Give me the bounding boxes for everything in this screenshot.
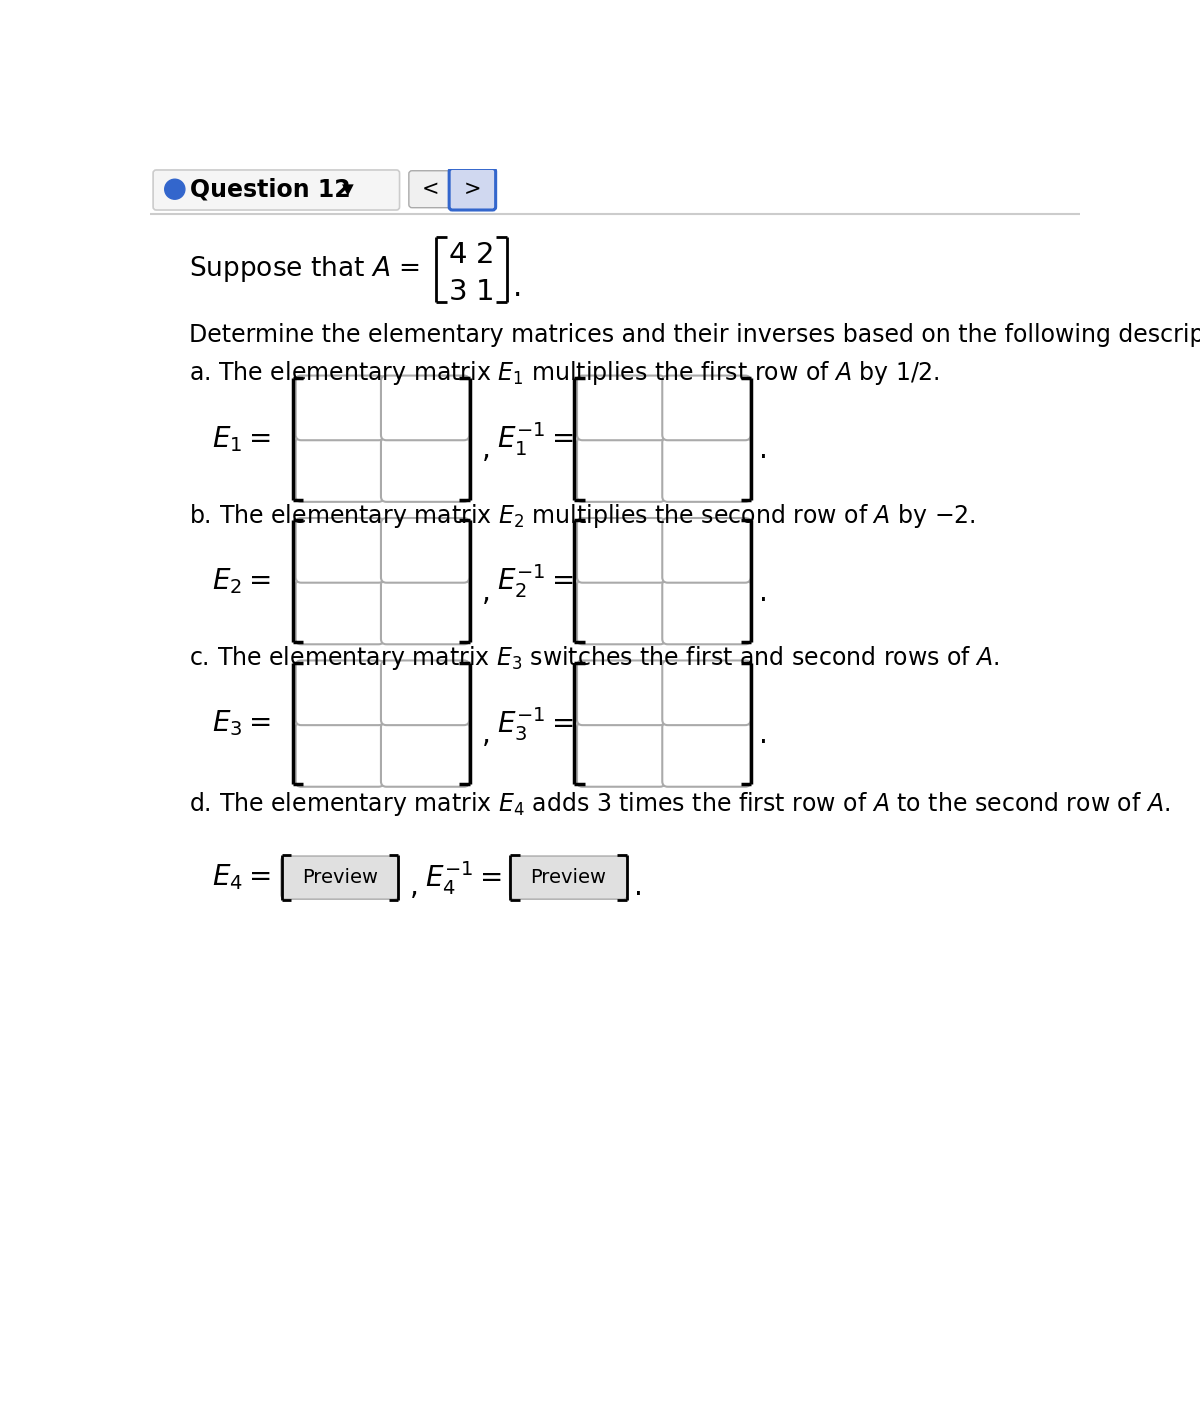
Text: ,: ,: [481, 721, 491, 749]
FancyBboxPatch shape: [577, 580, 665, 644]
Text: $E_2 =$: $E_2 =$: [211, 567, 270, 596]
Text: .: .: [760, 436, 768, 464]
FancyBboxPatch shape: [662, 437, 751, 502]
FancyBboxPatch shape: [662, 580, 751, 644]
Text: 2: 2: [476, 241, 494, 269]
FancyBboxPatch shape: [380, 437, 469, 502]
FancyBboxPatch shape: [380, 722, 469, 787]
Text: c. The elementary matrix $E_3$ switches the first and second rows of $A$.: c. The elementary matrix $E_3$ switches …: [188, 644, 1000, 673]
FancyBboxPatch shape: [577, 660, 665, 725]
Text: $E_4^{-1} =$: $E_4^{-1} =$: [425, 859, 502, 897]
FancyBboxPatch shape: [380, 375, 469, 440]
FancyBboxPatch shape: [154, 171, 400, 210]
Text: .: .: [760, 578, 768, 606]
Text: Preview: Preview: [302, 869, 378, 887]
FancyBboxPatch shape: [295, 722, 384, 787]
FancyBboxPatch shape: [295, 437, 384, 502]
Text: .: .: [514, 274, 522, 302]
FancyBboxPatch shape: [380, 517, 469, 582]
Text: Preview: Preview: [530, 869, 606, 887]
Text: ,: ,: [481, 578, 491, 606]
FancyBboxPatch shape: [295, 375, 384, 440]
Text: >: >: [463, 179, 481, 199]
Text: Determine the elementary matrices and their inverses based on the following desc: Determine the elementary matrices and th…: [188, 323, 1200, 347]
Text: .: .: [635, 873, 643, 901]
Circle shape: [164, 179, 185, 199]
FancyBboxPatch shape: [662, 722, 751, 787]
FancyBboxPatch shape: [662, 375, 751, 440]
Text: d. The elementary matrix $E_4$ adds 3 times the first row of $A$ to the second r: d. The elementary matrix $E_4$ adds 3 ti…: [188, 791, 1170, 818]
Text: 1: 1: [476, 278, 494, 306]
Text: b. The elementary matrix $E_2$ multiplies the second row of $A$ by $-2$.: b. The elementary matrix $E_2$ multiplie…: [188, 502, 976, 530]
Text: .: .: [760, 721, 768, 749]
Text: Question 12: Question 12: [191, 178, 350, 202]
FancyBboxPatch shape: [380, 580, 469, 644]
Text: <: <: [422, 179, 439, 199]
Text: $E_3^{-1} =$: $E_3^{-1} =$: [497, 705, 574, 743]
FancyBboxPatch shape: [662, 660, 751, 725]
Text: ▼: ▼: [342, 182, 354, 197]
FancyBboxPatch shape: [577, 437, 665, 502]
Text: $E_3 =$: $E_3 =$: [211, 709, 270, 739]
Text: 4: 4: [449, 241, 467, 269]
FancyBboxPatch shape: [662, 517, 751, 582]
Text: ,: ,: [481, 436, 491, 464]
FancyBboxPatch shape: [409, 171, 452, 207]
FancyBboxPatch shape: [295, 517, 384, 582]
Text: $E_1 =$: $E_1 =$: [211, 424, 270, 454]
FancyBboxPatch shape: [281, 856, 398, 900]
Text: $E_1^{-1} =$: $E_1^{-1} =$: [497, 420, 574, 458]
Text: a. The elementary matrix $E_1$ multiplies the first row of $A$ by 1/2.: a. The elementary matrix $E_1$ multiplie…: [188, 360, 940, 388]
FancyBboxPatch shape: [295, 660, 384, 725]
FancyBboxPatch shape: [577, 375, 665, 440]
Text: $E_4 =$: $E_4 =$: [211, 863, 270, 893]
Text: $E_2^{-1} =$: $E_2^{-1} =$: [497, 563, 574, 601]
Text: ,: ,: [409, 873, 419, 901]
FancyBboxPatch shape: [449, 168, 496, 210]
Text: 3: 3: [449, 278, 467, 306]
FancyBboxPatch shape: [510, 856, 628, 900]
FancyBboxPatch shape: [380, 660, 469, 725]
FancyBboxPatch shape: [295, 580, 384, 644]
FancyBboxPatch shape: [577, 517, 665, 582]
Text: Suppose that $A$ =: Suppose that $A$ =: [188, 254, 420, 285]
FancyBboxPatch shape: [577, 722, 665, 787]
